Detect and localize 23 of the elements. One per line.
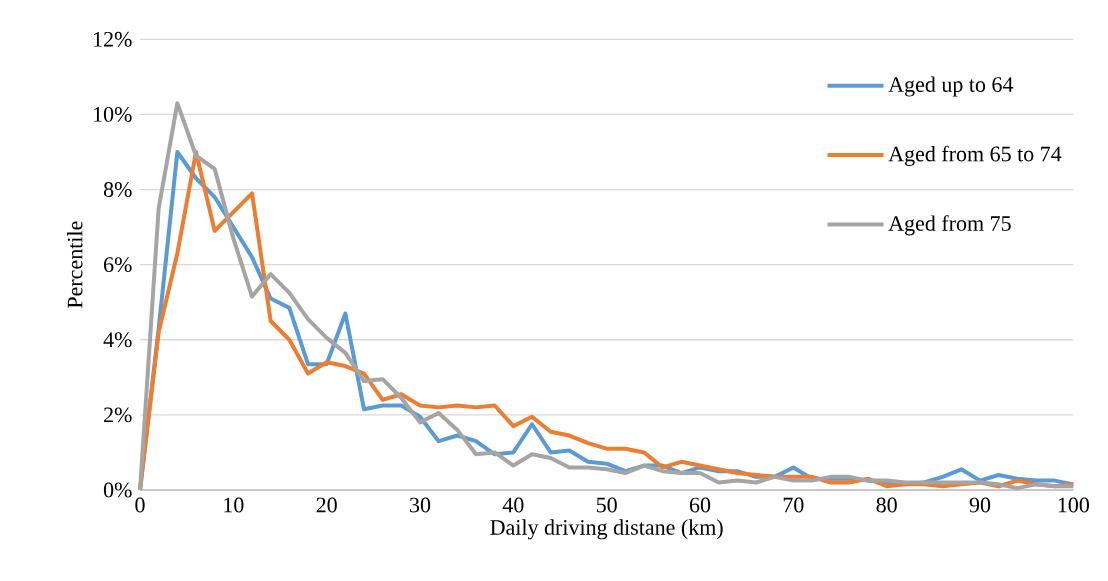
y-tick-label: 8% bbox=[103, 182, 132, 198]
x-tick-label: 40 bbox=[502, 497, 524, 513]
legend-label: Aged from 75 bbox=[888, 215, 1011, 236]
y-tick-label: 12% bbox=[94, 31, 132, 47]
y-tick-label: 6% bbox=[104, 257, 132, 273]
x-tick-label: 10 bbox=[224, 497, 244, 513]
x-tick-label: 100 bbox=[1058, 497, 1089, 513]
x-tick-label: 80 bbox=[876, 497, 897, 513]
legend-label: Aged from 65 to 74 bbox=[888, 145, 1062, 166]
x-tick-label: 60 bbox=[689, 497, 711, 513]
y-tick-label: 2% bbox=[104, 407, 132, 423]
x-tick-label: 20 bbox=[316, 497, 337, 513]
y-axis-title: Percentile bbox=[67, 221, 83, 309]
x-axis-title: Daily driving distane (km) bbox=[490, 519, 723, 540]
x-tick-label: 0 bbox=[135, 497, 145, 513]
legend-label: Aged up to 64 bbox=[888, 76, 1014, 97]
y-tick-label: 0% bbox=[103, 482, 132, 498]
y-tick-label: 10% bbox=[94, 106, 132, 122]
x-tick-label: 90 bbox=[969, 497, 991, 513]
x-tick-label: 30 bbox=[410, 497, 431, 513]
x-tick-label: 50 bbox=[596, 497, 617, 513]
y-tick-label: 4% bbox=[103, 332, 132, 348]
x-tick-label: 70 bbox=[783, 497, 804, 513]
